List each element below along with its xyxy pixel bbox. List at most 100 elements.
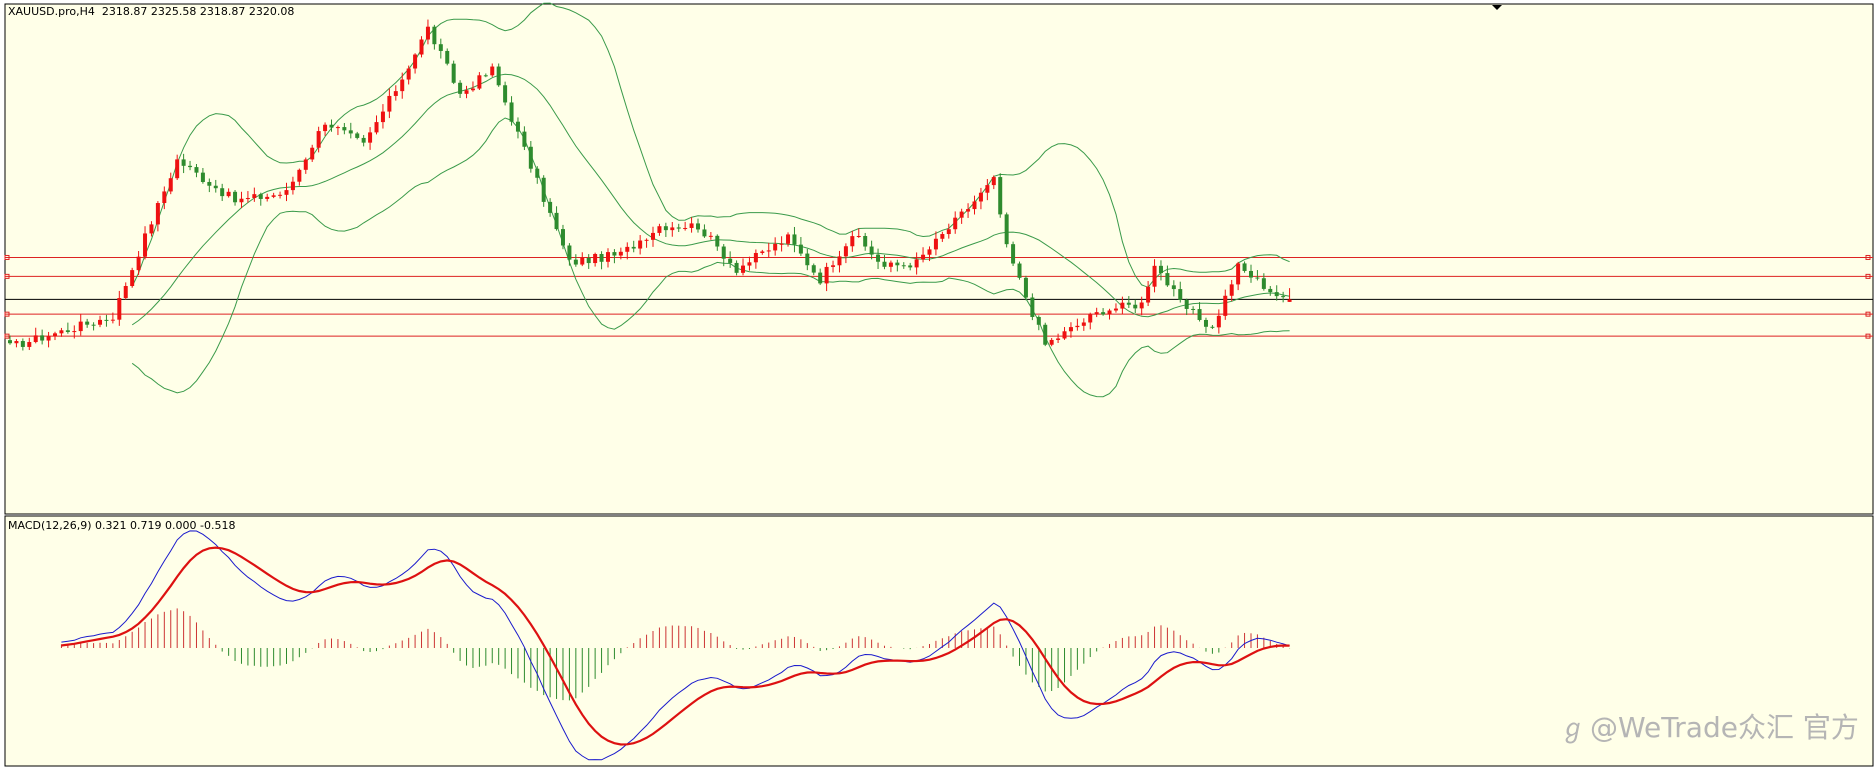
- candle: [470, 81, 475, 92]
- candle: [33, 327, 38, 344]
- candle-body: [265, 196, 270, 199]
- candle-body: [1139, 302, 1144, 309]
- candle: [1133, 299, 1138, 314]
- candle: [213, 179, 218, 193]
- candlestick-series: [8, 19, 1292, 351]
- candle-body: [252, 194, 257, 199]
- candle: [323, 122, 328, 136]
- candle: [98, 315, 103, 328]
- candle: [798, 237, 803, 256]
- candle-body: [323, 124, 328, 132]
- candle-body: [477, 75, 482, 89]
- candle: [458, 80, 463, 99]
- candle-body: [766, 250, 771, 252]
- candle-body: [773, 243, 778, 251]
- candle: [1107, 308, 1112, 320]
- candle: [1113, 303, 1118, 313]
- candle-body: [162, 191, 167, 204]
- candle: [741, 258, 746, 276]
- horizontal-levels[interactable]: [4, 254, 1873, 339]
- candle-body: [901, 265, 906, 267]
- candle: [380, 104, 385, 129]
- candle: [53, 331, 58, 341]
- candle-body: [483, 75, 488, 77]
- candle-body: [445, 50, 450, 64]
- candle: [1126, 296, 1131, 308]
- candle-body: [599, 253, 604, 262]
- candle: [1223, 289, 1228, 320]
- candle-body: [1081, 322, 1086, 326]
- candle-body: [1068, 327, 1073, 332]
- candle-body: [400, 79, 405, 92]
- candle: [824, 262, 829, 292]
- candle-body: [20, 341, 25, 347]
- candle: [503, 81, 508, 106]
- candle: [811, 263, 816, 276]
- candle: [522, 126, 527, 151]
- candle: [644, 238, 649, 248]
- macd-panel[interactable]: [4, 515, 1874, 767]
- candle-body: [1184, 299, 1189, 309]
- candle: [175, 154, 180, 180]
- candle: [149, 221, 154, 237]
- candle: [361, 135, 366, 147]
- candle-body: [1223, 295, 1228, 316]
- candle: [914, 252, 919, 275]
- candle: [908, 262, 913, 271]
- candle-body: [985, 185, 990, 193]
- candle-body: [438, 44, 443, 51]
- candle-body: [753, 252, 758, 263]
- shift-marker-icon[interactable]: [1492, 5, 1502, 10]
- candle: [374, 115, 379, 135]
- candle-body: [380, 111, 385, 123]
- candle-body: [998, 177, 1003, 215]
- candle-body: [1030, 297, 1035, 317]
- candle: [541, 175, 546, 207]
- candle-body: [72, 331, 77, 333]
- candle: [387, 88, 392, 119]
- candle: [46, 331, 51, 348]
- candle: [271, 192, 276, 199]
- candle-body: [863, 235, 868, 247]
- candle-body: [496, 66, 501, 86]
- candle: [792, 226, 797, 253]
- candle: [818, 268, 823, 285]
- candle: [477, 72, 482, 91]
- price-panel[interactable]: [4, 3, 1874, 515]
- candle-body: [335, 127, 340, 129]
- candle-body: [644, 239, 649, 241]
- candle-body: [721, 246, 726, 259]
- candle-body: [1274, 292, 1279, 297]
- candle: [676, 223, 681, 233]
- candle: [966, 203, 971, 218]
- candle-body: [946, 229, 951, 235]
- macd-line: [61, 530, 1290, 761]
- macd-histogram: [60, 608, 1291, 701]
- candle-body: [14, 341, 19, 344]
- candle: [535, 166, 540, 184]
- candle-body: [271, 195, 276, 197]
- candle-body: [168, 178, 173, 192]
- candle-body: [239, 198, 244, 203]
- candle-body: [451, 63, 456, 83]
- candle-body: [1146, 286, 1151, 303]
- candle-body: [818, 272, 823, 284]
- candle-body: [1171, 285, 1176, 290]
- candle-body: [348, 130, 353, 134]
- candle-body: [406, 68, 411, 80]
- candle: [1248, 264, 1253, 283]
- candle-body: [895, 262, 900, 266]
- candle: [657, 223, 662, 236]
- candle-body: [310, 147, 315, 160]
- candle: [1255, 270, 1260, 281]
- candle: [1023, 275, 1028, 301]
- candle: [721, 244, 726, 267]
- candle: [515, 117, 520, 139]
- candle-body: [689, 223, 694, 228]
- candle: [451, 60, 456, 85]
- candle-body: [233, 191, 238, 203]
- candle: [567, 243, 572, 266]
- candle-body: [972, 201, 977, 210]
- candle-body: [53, 333, 58, 337]
